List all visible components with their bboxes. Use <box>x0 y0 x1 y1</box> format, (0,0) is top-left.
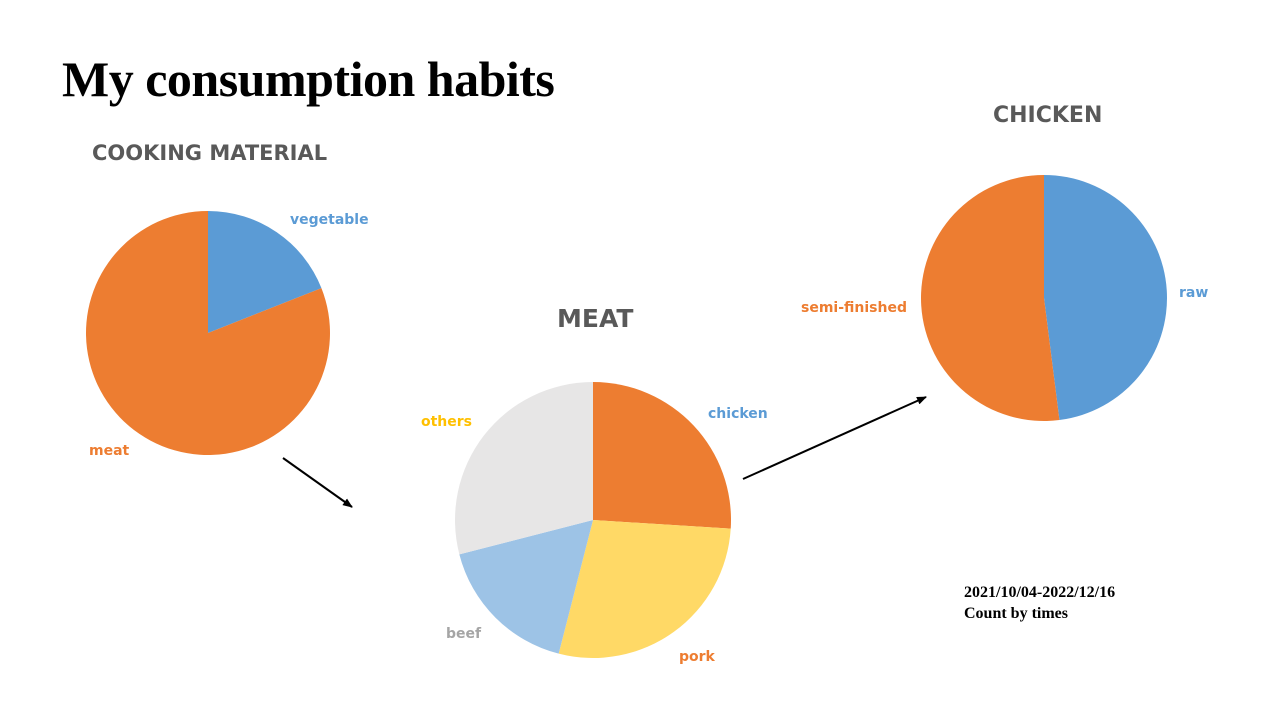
meat-label-pork: pork <box>679 649 716 665</box>
footnote: 2021/10/04-2022/12/16 Count by times <box>964 582 1115 624</box>
cooking-material-label-vegetable: vegetable <box>290 212 369 228</box>
meat-slice-chicken <box>593 382 732 529</box>
cooking-material-slice-vegetable <box>208 211 322 333</box>
meat-label-beef: beef <box>446 626 482 642</box>
chicken-slice-semi-finished <box>921 175 1060 421</box>
chicken-slice-raw <box>1044 175 1168 421</box>
meat-pie-chart: chicken pork beef others <box>421 382 768 665</box>
chicken-label-semi-finished: semi-finished <box>801 300 907 316</box>
cooking-material-pie-chart: vegetable meat <box>85 211 369 459</box>
cooking-material-slice-meat <box>85 211 330 456</box>
chicken-chart-title: CHICKEN <box>993 103 1103 128</box>
chicken-pie-chart: raw semi-finished <box>801 175 1208 421</box>
arrow-cooking-to-meat <box>282 457 353 508</box>
footnote-date-range: 2021/10/04-2022/12/16 <box>964 584 1116 601</box>
meat-label-others: others <box>421 414 472 430</box>
footnote-method: Count by times <box>964 605 1069 622</box>
meat-chart-title: MEAT <box>557 304 634 333</box>
cooking-material-label-meat: meat <box>89 443 130 459</box>
cooking-material-chart-title: COOKING MATERIAL <box>92 141 328 165</box>
meat-slice-others <box>455 382 593 555</box>
slide-title: My consumption habits <box>62 51 555 107</box>
meat-slice-beef <box>459 520 593 654</box>
chicken-label-raw: raw <box>1179 285 1208 301</box>
meat-slice-pork <box>558 520 731 658</box>
arrow-meat-to-chicken <box>742 396 927 480</box>
meat-label-chicken: chicken <box>708 406 768 422</box>
